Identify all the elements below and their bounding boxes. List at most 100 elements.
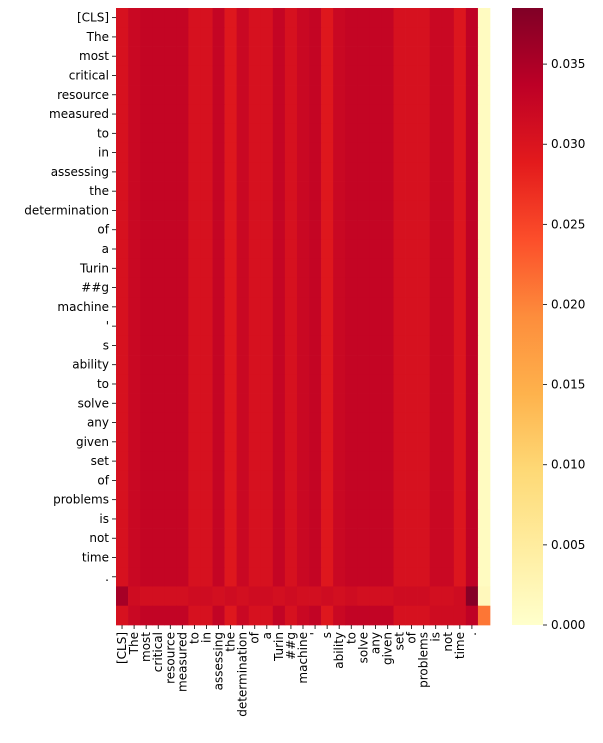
heatmap-cell — [152, 200, 165, 221]
heatmap-cell — [345, 104, 358, 125]
heatmap-cell — [429, 470, 443, 491]
heatmap-cell — [429, 142, 443, 163]
heatmap-cell — [417, 335, 431, 356]
heatmap-cell — [200, 470, 213, 491]
heatmap-cell — [128, 200, 141, 221]
heatmap-cell — [128, 258, 141, 279]
heatmap-cell — [272, 123, 286, 144]
x-tick-label: ' — [308, 632, 322, 635]
heatmap-cell — [116, 258, 129, 279]
heatmap-cell — [405, 509, 418, 529]
heatmap-cell — [441, 335, 455, 356]
heatmap-cell — [248, 490, 262, 510]
heatmap-cell — [381, 142, 394, 163]
heatmap-cell — [393, 85, 406, 105]
heatmap-cell — [321, 258, 334, 279]
heatmap-cell — [116, 528, 129, 549]
heatmap-cell — [429, 393, 443, 414]
heatmap-cell — [140, 412, 153, 433]
heatmap-cell — [441, 432, 455, 452]
heatmap-cell — [453, 297, 467, 317]
heatmap-cell — [321, 547, 334, 568]
heatmap-cell — [284, 65, 298, 86]
heatmap-cell — [465, 258, 479, 279]
heatmap-cell — [333, 374, 346, 394]
heatmap-cell — [345, 490, 358, 510]
heatmap-cell — [188, 220, 201, 240]
heatmap-cell — [321, 104, 334, 125]
heatmap-cell — [477, 586, 491, 607]
heatmap-cell — [417, 239, 431, 260]
heatmap-cell — [405, 85, 418, 105]
heatmap-cell — [393, 220, 406, 240]
heatmap-cell — [405, 586, 418, 607]
heatmap-cell — [188, 65, 201, 86]
heatmap-cell — [272, 509, 286, 529]
heatmap-cell — [417, 8, 431, 28]
x-tick-label: most — [139, 632, 153, 662]
heatmap-cell — [393, 470, 406, 491]
heatmap-cell — [248, 123, 262, 144]
y-tick-label: assessing — [51, 165, 109, 179]
heatmap-cell — [369, 220, 382, 240]
heatmap-cell — [309, 258, 322, 279]
heatmap-cell — [429, 528, 443, 549]
heatmap-cell — [116, 27, 129, 47]
heatmap-cell — [357, 432, 370, 452]
heatmap-cell — [176, 490, 189, 510]
x-tick-label: resource — [163, 632, 177, 684]
heatmap-cell — [260, 374, 274, 394]
heatmap-cell — [321, 316, 334, 337]
heatmap-cell — [441, 200, 455, 221]
heatmap-cell — [284, 470, 298, 491]
heatmap-cell — [465, 490, 479, 510]
heatmap-cell — [333, 277, 346, 298]
heatmap-cell — [248, 605, 262, 626]
heatmap-cell — [140, 46, 153, 67]
heatmap-cell — [200, 528, 213, 549]
heatmap-cell — [164, 8, 177, 28]
heatmap-cell — [224, 490, 237, 510]
heatmap-cell — [200, 123, 213, 144]
heatmap-cell — [417, 27, 431, 47]
heatmap-cell — [345, 220, 358, 240]
heatmap-cell — [164, 335, 177, 356]
x-tick-label: of — [248, 631, 262, 643]
heatmap-cell — [212, 297, 225, 317]
heatmap-cell — [345, 85, 358, 105]
heatmap-cell — [333, 432, 346, 452]
heatmap-cell — [381, 123, 394, 144]
heatmap-cell — [188, 316, 201, 337]
heatmap-cell — [140, 258, 153, 279]
heatmap-cell — [236, 547, 250, 568]
heatmap-cell — [116, 65, 129, 86]
heatmap-cell — [200, 85, 213, 105]
heatmap-cell — [369, 547, 382, 568]
heatmap-cell — [465, 104, 479, 125]
heatmap-cell — [284, 490, 298, 510]
colorbar-tick-label: 0.015 — [551, 378, 585, 392]
heatmap-cell — [345, 200, 358, 221]
heatmap-cell — [477, 335, 491, 356]
heatmap-cell — [248, 451, 262, 472]
heatmap-cell — [200, 432, 213, 452]
heatmap-cell — [296, 374, 310, 394]
heatmap-cell — [272, 46, 286, 67]
heatmap-cell — [296, 605, 310, 626]
heatmap-cell — [140, 509, 153, 529]
heatmap-cell — [357, 123, 370, 144]
heatmap-cell — [260, 605, 274, 626]
heatmap-cell — [477, 355, 491, 375]
heatmap-cell — [284, 586, 298, 607]
heatmap-cell — [477, 200, 491, 221]
heatmap-cell — [224, 586, 237, 607]
colorbar: 0.000 0.005 0.010 0.015 0.020 0.025 0.030 0.035 — [512, 8, 585, 632]
heatmap-cell — [477, 451, 491, 472]
heatmap-cell — [453, 316, 467, 337]
heatmap-cell — [188, 46, 201, 67]
heatmap-cell — [248, 355, 262, 375]
heatmap-cell — [333, 393, 346, 414]
heatmap-cell — [453, 335, 467, 356]
heatmap-cell — [465, 451, 479, 472]
heatmap-cell — [345, 547, 358, 568]
